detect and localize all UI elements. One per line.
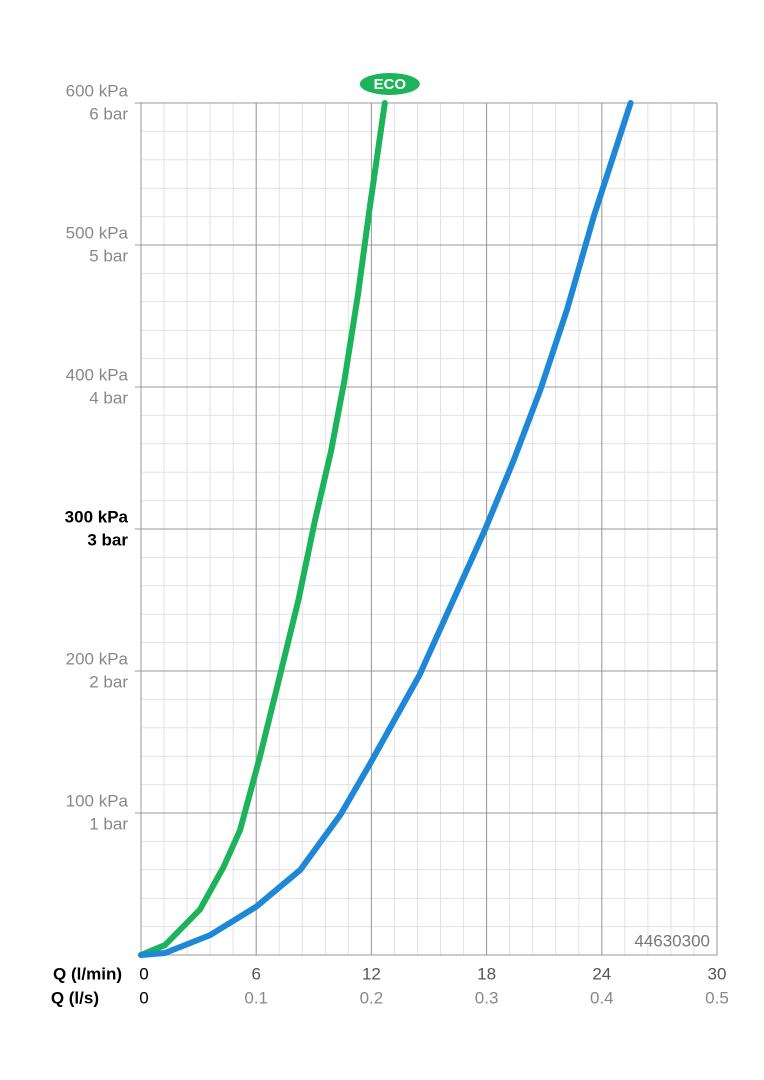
y-tick-label: 600 kPa [66, 81, 129, 100]
x2-tick-label: 0.3 [475, 988, 499, 1007]
x-tick-label: 6 [251, 964, 260, 983]
x-tick-label: 0 [139, 964, 148, 983]
x-tick-label: 30 [708, 964, 727, 983]
y2-tick-label: 4 bar [89, 388, 128, 407]
x2-tick-label: 0.5 [705, 988, 729, 1007]
y-tick-label: 100 kPa [66, 791, 129, 810]
y2-tick-label: 5 bar [89, 246, 128, 265]
x2-tick-label: 0.2 [360, 988, 384, 1007]
x-tick-label: 18 [477, 964, 496, 983]
y-tick-label: 400 kPa [66, 365, 129, 384]
x-axis-label: Q (l/min) [53, 964, 122, 983]
x2-axis-label: Q (l/s) [51, 988, 99, 1007]
x-tick-label: 12 [362, 964, 381, 983]
product-code: 44630300 [634, 931, 710, 950]
x2-tick-label: 0.4 [590, 988, 614, 1007]
y-tick-label: 300 kPa [65, 507, 129, 526]
series-badge [359, 73, 420, 95]
x-tick-label: 24 [592, 964, 611, 983]
y2-tick-label: 3 bar [87, 530, 128, 549]
y-tick-label: 500 kPa [66, 223, 129, 242]
y2-tick-label: 2 bar [89, 672, 128, 691]
series-line [138, 100, 388, 958]
series-name: ECO [374, 76, 407, 93]
y-tick-label: 200 kPa [66, 649, 129, 668]
y2-tick-label: 1 bar [89, 814, 128, 833]
x2-tick-label: 0.1 [244, 988, 268, 1007]
series-line [138, 100, 634, 958]
x2-tick-label: 0 [139, 988, 148, 1007]
y2-tick-label: 6 bar [89, 104, 128, 123]
